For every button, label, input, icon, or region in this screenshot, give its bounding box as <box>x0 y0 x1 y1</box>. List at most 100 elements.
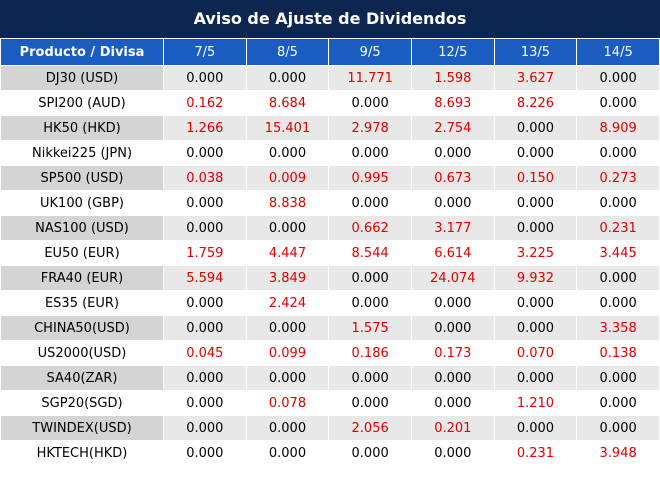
dividend-value: 0.000 <box>328 390 412 416</box>
dividend-value: 0.000 <box>328 440 412 466</box>
dividend-value: 0.000 <box>410 290 495 316</box>
dividend-value: 1.266 <box>163 115 247 141</box>
dividend-value: 3.627 <box>493 65 578 91</box>
dividend-value: 3.445 <box>576 240 660 266</box>
product-label: TWINDEX(USD) <box>0 415 164 441</box>
dividend-value: 8.838 <box>245 190 330 216</box>
dividend-value: 0.000 <box>410 390 495 416</box>
dividend-value: 0.000 <box>328 190 412 216</box>
product-label: SP500 (USD) <box>0 165 164 191</box>
dividend-value: 5.594 <box>163 265 247 291</box>
table-row: HKTECH(HKD) 0.000 0.000 0.000 0.000 0.231 3.94… <box>0 440 660 466</box>
table-row: SP500 (USD) 0.038 0.009 0.995 0.673 0.150 0.27… <box>0 165 660 191</box>
product-label: US2000(USD) <box>0 340 164 366</box>
dividend-value: 3.358 <box>576 315 660 341</box>
product-label: UK100 (GBP) <box>0 190 164 216</box>
header-row: Producto / Divisa 7/5 8/5 9/5 12/5 13/5 14/5 <box>0 38 660 66</box>
table-row: CHINA50(USD) 0.000 0.000 1.575 0.000 0.000 3.3… <box>0 315 660 341</box>
table-row: SA40(ZAR) 0.000 0.000 0.000 0.000 0.000 0.000 <box>0 365 660 391</box>
dividend-value: 0.000 <box>576 140 660 166</box>
dividend-value: 15.401 <box>245 115 330 141</box>
dividend-value: 0.099 <box>245 340 330 366</box>
dividend-value: 0.000 <box>328 365 412 391</box>
product-label: FRA40 (EUR) <box>0 265 164 291</box>
dividend-value: 0.201 <box>410 415 495 441</box>
dividend-value: 3.948 <box>576 440 660 466</box>
dividend-value: 2.978 <box>328 115 412 141</box>
dividend-value: 0.000 <box>163 390 247 416</box>
dividend-value: 1.759 <box>163 240 247 266</box>
table-row: SGP20(SGD) 0.000 0.078 0.000 0.000 1.210 0.000 <box>0 390 660 416</box>
table-row: NAS100 (USD) 0.000 0.000 0.662 3.177 0.000 0.2… <box>0 215 660 241</box>
dividend-value: 0.000 <box>163 190 247 216</box>
column-header: 7/5 <box>163 38 247 66</box>
dividend-value: 0.000 <box>245 315 330 341</box>
dividend-value: 0.045 <box>163 340 247 366</box>
dividend-value: 0.000 <box>328 90 412 116</box>
dividend-value: 0.231 <box>576 215 660 241</box>
title: Aviso de Ajuste de Dividendos <box>0 0 660 38</box>
dividend-value: 6.614 <box>410 240 495 266</box>
table-body: DJ30 (USD) 0.000 0.000 11.771 1.598 3.627 0.00… <box>0 65 660 466</box>
dividend-value: 0.000 <box>493 365 578 391</box>
column-header: 8/5 <box>245 38 330 66</box>
dividend-value: 0.150 <box>493 165 578 191</box>
dividend-value: 0.000 <box>163 215 247 241</box>
product-label: ES35 (EUR) <box>0 290 164 316</box>
dividend-value: 0.000 <box>245 440 330 466</box>
dividend-value: 0.000 <box>493 215 578 241</box>
dividend-value: 0.000 <box>163 415 247 441</box>
dividend-value: 24.074 <box>410 265 495 291</box>
table-row: TWINDEX(USD) 0.000 0.000 2.056 0.201 0.000 0.0… <box>0 415 660 441</box>
dividend-value: 0.000 <box>493 415 578 441</box>
dividend-value: 1.210 <box>493 390 578 416</box>
dividend-value: 0.000 <box>245 415 330 441</box>
product-label: HKTECH(HKD) <box>0 440 164 466</box>
table-row: FRA40 (EUR) 5.594 3.849 0.000 24.074 9.932 0.0… <box>0 265 660 291</box>
column-header: 9/5 <box>328 38 412 66</box>
dividend-value: 0.000 <box>245 65 330 91</box>
dividend-value: 0.000 <box>493 140 578 166</box>
dividend-value: 0.673 <box>410 165 495 191</box>
product-label: SA40(ZAR) <box>0 365 164 391</box>
dividend-value: 0.000 <box>493 190 578 216</box>
dividend-value: 0.000 <box>328 265 412 291</box>
table-row: UK100 (GBP) 0.000 8.838 0.000 0.000 0.000 0.00… <box>0 190 660 216</box>
table-row: US2000(USD) 0.045 0.099 0.186 0.173 0.070 0.13… <box>0 340 660 366</box>
dividend-value: 2.424 <box>245 290 330 316</box>
table-row: HK50 (HKD) 1.266 15.401 2.978 2.754 0.000 8.90… <box>0 115 660 141</box>
dividend-value: 0.009 <box>245 165 330 191</box>
dividend-value: 3.225 <box>493 240 578 266</box>
dividend-value: 0.000 <box>576 290 660 316</box>
dividend-value: 0.000 <box>163 140 247 166</box>
dividend-value: 0.138 <box>576 340 660 366</box>
product-label: CHINA50(USD) <box>0 315 164 341</box>
table-row: EU50 (EUR) 1.759 4.447 8.544 6.614 3.225 3.445 <box>0 240 660 266</box>
product-label: HK50 (HKD) <box>0 115 164 141</box>
dividend-value: 0.000 <box>410 440 495 466</box>
dividend-value: 0.000 <box>410 190 495 216</box>
dividend-value: 9.932 <box>493 265 578 291</box>
dividend-value: 0.000 <box>163 315 247 341</box>
dividend-value: 2.056 <box>328 415 412 441</box>
dividend-value: 0.000 <box>493 290 578 316</box>
dividend-value: 8.544 <box>328 240 412 266</box>
dividend-value: 8.684 <box>245 90 330 116</box>
dividend-value: 0.000 <box>328 290 412 316</box>
dividend-value: 0.231 <box>493 440 578 466</box>
dividend-value: 0.995 <box>328 165 412 191</box>
dividend-value: 0.000 <box>576 190 660 216</box>
dividend-value: 0.186 <box>328 340 412 366</box>
dividend-value: 0.000 <box>576 65 660 91</box>
dividend-value: 0.000 <box>163 290 247 316</box>
dividend-value: 0.000 <box>245 215 330 241</box>
dividend-value: 0.000 <box>245 365 330 391</box>
dividend-table: Producto / Divisa 7/5 8/5 9/5 12/5 13/5 14/5 D… <box>0 38 660 466</box>
dividend-value: 0.000 <box>245 140 330 166</box>
dividend-value: 0.000 <box>328 140 412 166</box>
table-row: ES35 (EUR) 0.000 2.424 0.000 0.000 0.000 0.000 <box>0 290 660 316</box>
product-label: SPI200 (AUD) <box>0 90 164 116</box>
dividend-value: 8.226 <box>493 90 578 116</box>
dividend-value: 2.754 <box>410 115 495 141</box>
dividend-value: 3.849 <box>245 265 330 291</box>
